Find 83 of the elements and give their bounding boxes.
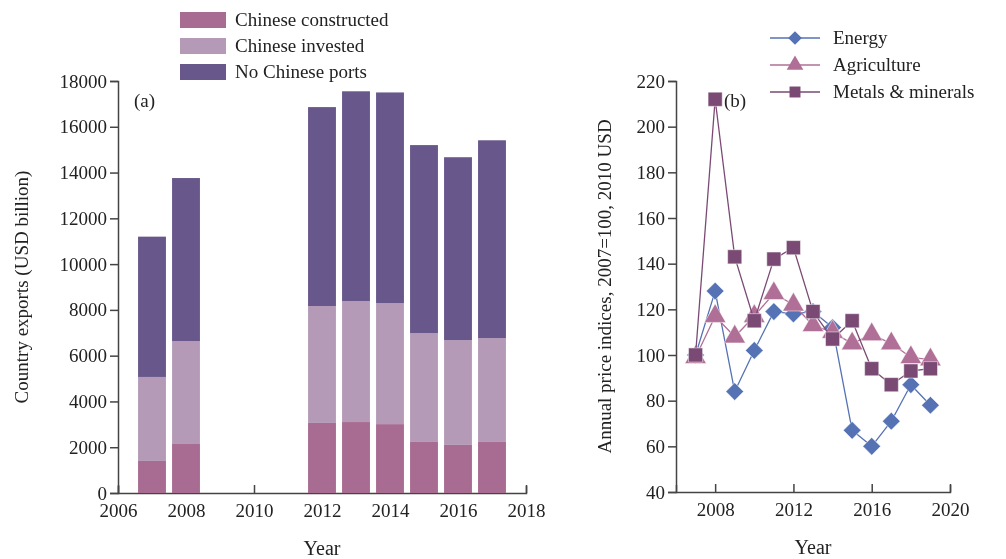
y-tick-label: 160 <box>636 207 665 229</box>
point <box>786 240 801 255</box>
bar <box>444 444 472 493</box>
point <box>864 361 880 377</box>
bar <box>444 340 472 445</box>
bar <box>410 333 438 442</box>
x-tick-label: 2008 <box>696 498 735 520</box>
y-tick-label: 8000 <box>69 299 107 321</box>
point <box>707 91 723 107</box>
bar <box>376 92 404 304</box>
y-tick-label: 200 <box>636 116 665 138</box>
y-tick-label: 120 <box>636 298 665 320</box>
bar <box>308 107 336 306</box>
point <box>727 249 743 265</box>
point <box>766 251 782 267</box>
bar <box>138 460 166 493</box>
annotation: (b) <box>724 90 747 112</box>
y-axis-title: Country exports (USD billion) <box>11 170 33 404</box>
bar <box>138 236 166 377</box>
x-tick-label: 2012 <box>774 498 813 520</box>
annotation: (a) <box>134 90 156 112</box>
legend-label: Chinese invested <box>235 35 365 56</box>
point <box>923 361 938 377</box>
legend-label: No Chinese ports <box>235 61 367 82</box>
y-tick-label: 4000 <box>69 391 107 413</box>
y-tick-label: 16000 <box>59 116 107 138</box>
x-tick-label: 2016 <box>853 498 892 520</box>
x-tick-label: 2012 <box>303 499 342 521</box>
bar <box>478 338 506 442</box>
y-tick-label: 100 <box>636 344 665 366</box>
x-tick-label: 2016 <box>439 499 478 521</box>
bar <box>376 424 404 493</box>
y-axis-title: Annual price indices, 2007=100, 2010 USD <box>594 119 615 454</box>
y-tick-label: 80 <box>646 390 665 412</box>
x-tick-label: 2014 <box>371 499 410 521</box>
legend-label: Energy <box>833 27 889 48</box>
y-tick-label: 2000 <box>69 436 107 458</box>
point <box>764 302 783 321</box>
y-tick-label: 10000 <box>59 253 107 275</box>
y-tick-label: 60 <box>646 435 665 457</box>
y-tick-label: 14000 <box>59 162 107 184</box>
y-tick-label: 180 <box>636 161 665 183</box>
x-axis-title: Year <box>794 536 832 558</box>
legend-label: Metals & minerals <box>833 81 975 102</box>
point <box>745 341 764 360</box>
y-tick-label: 6000 <box>69 345 107 367</box>
point <box>825 331 840 347</box>
bar <box>410 441 438 493</box>
bar <box>342 422 370 493</box>
bar <box>444 157 472 341</box>
legend-label: Agriculture <box>833 54 921 75</box>
bar <box>342 301 370 423</box>
y-tick-label: 220 <box>636 70 665 92</box>
bar <box>478 441 506 493</box>
y-tick-label: 18000 <box>59 70 107 92</box>
legend-label: Chinese constructed <box>235 9 390 30</box>
bar <box>172 444 200 493</box>
bar <box>138 376 166 461</box>
y-tick-label: 40 <box>646 481 665 503</box>
bar <box>478 140 506 339</box>
bar <box>376 303 404 425</box>
point <box>883 377 899 392</box>
point <box>921 396 940 415</box>
point <box>725 382 744 401</box>
point <box>843 421 862 440</box>
point <box>844 313 860 329</box>
bar <box>410 145 438 334</box>
bar <box>172 341 200 445</box>
x-tick-label: 2020 <box>931 498 970 520</box>
bar <box>308 306 336 423</box>
point <box>882 412 901 431</box>
bar <box>172 178 200 342</box>
x-tick-label: 2008 <box>167 499 206 521</box>
point <box>706 281 725 301</box>
point <box>862 437 881 456</box>
x-tick-label: 2010 <box>235 499 274 521</box>
bar <box>342 91 370 302</box>
point <box>903 363 919 379</box>
y-tick-label: 140 <box>636 253 665 275</box>
bar <box>308 422 336 493</box>
x-axis-title: Year <box>303 537 341 559</box>
y-tick-label: 12000 <box>59 207 107 229</box>
x-tick-label: 2018 <box>507 499 546 521</box>
